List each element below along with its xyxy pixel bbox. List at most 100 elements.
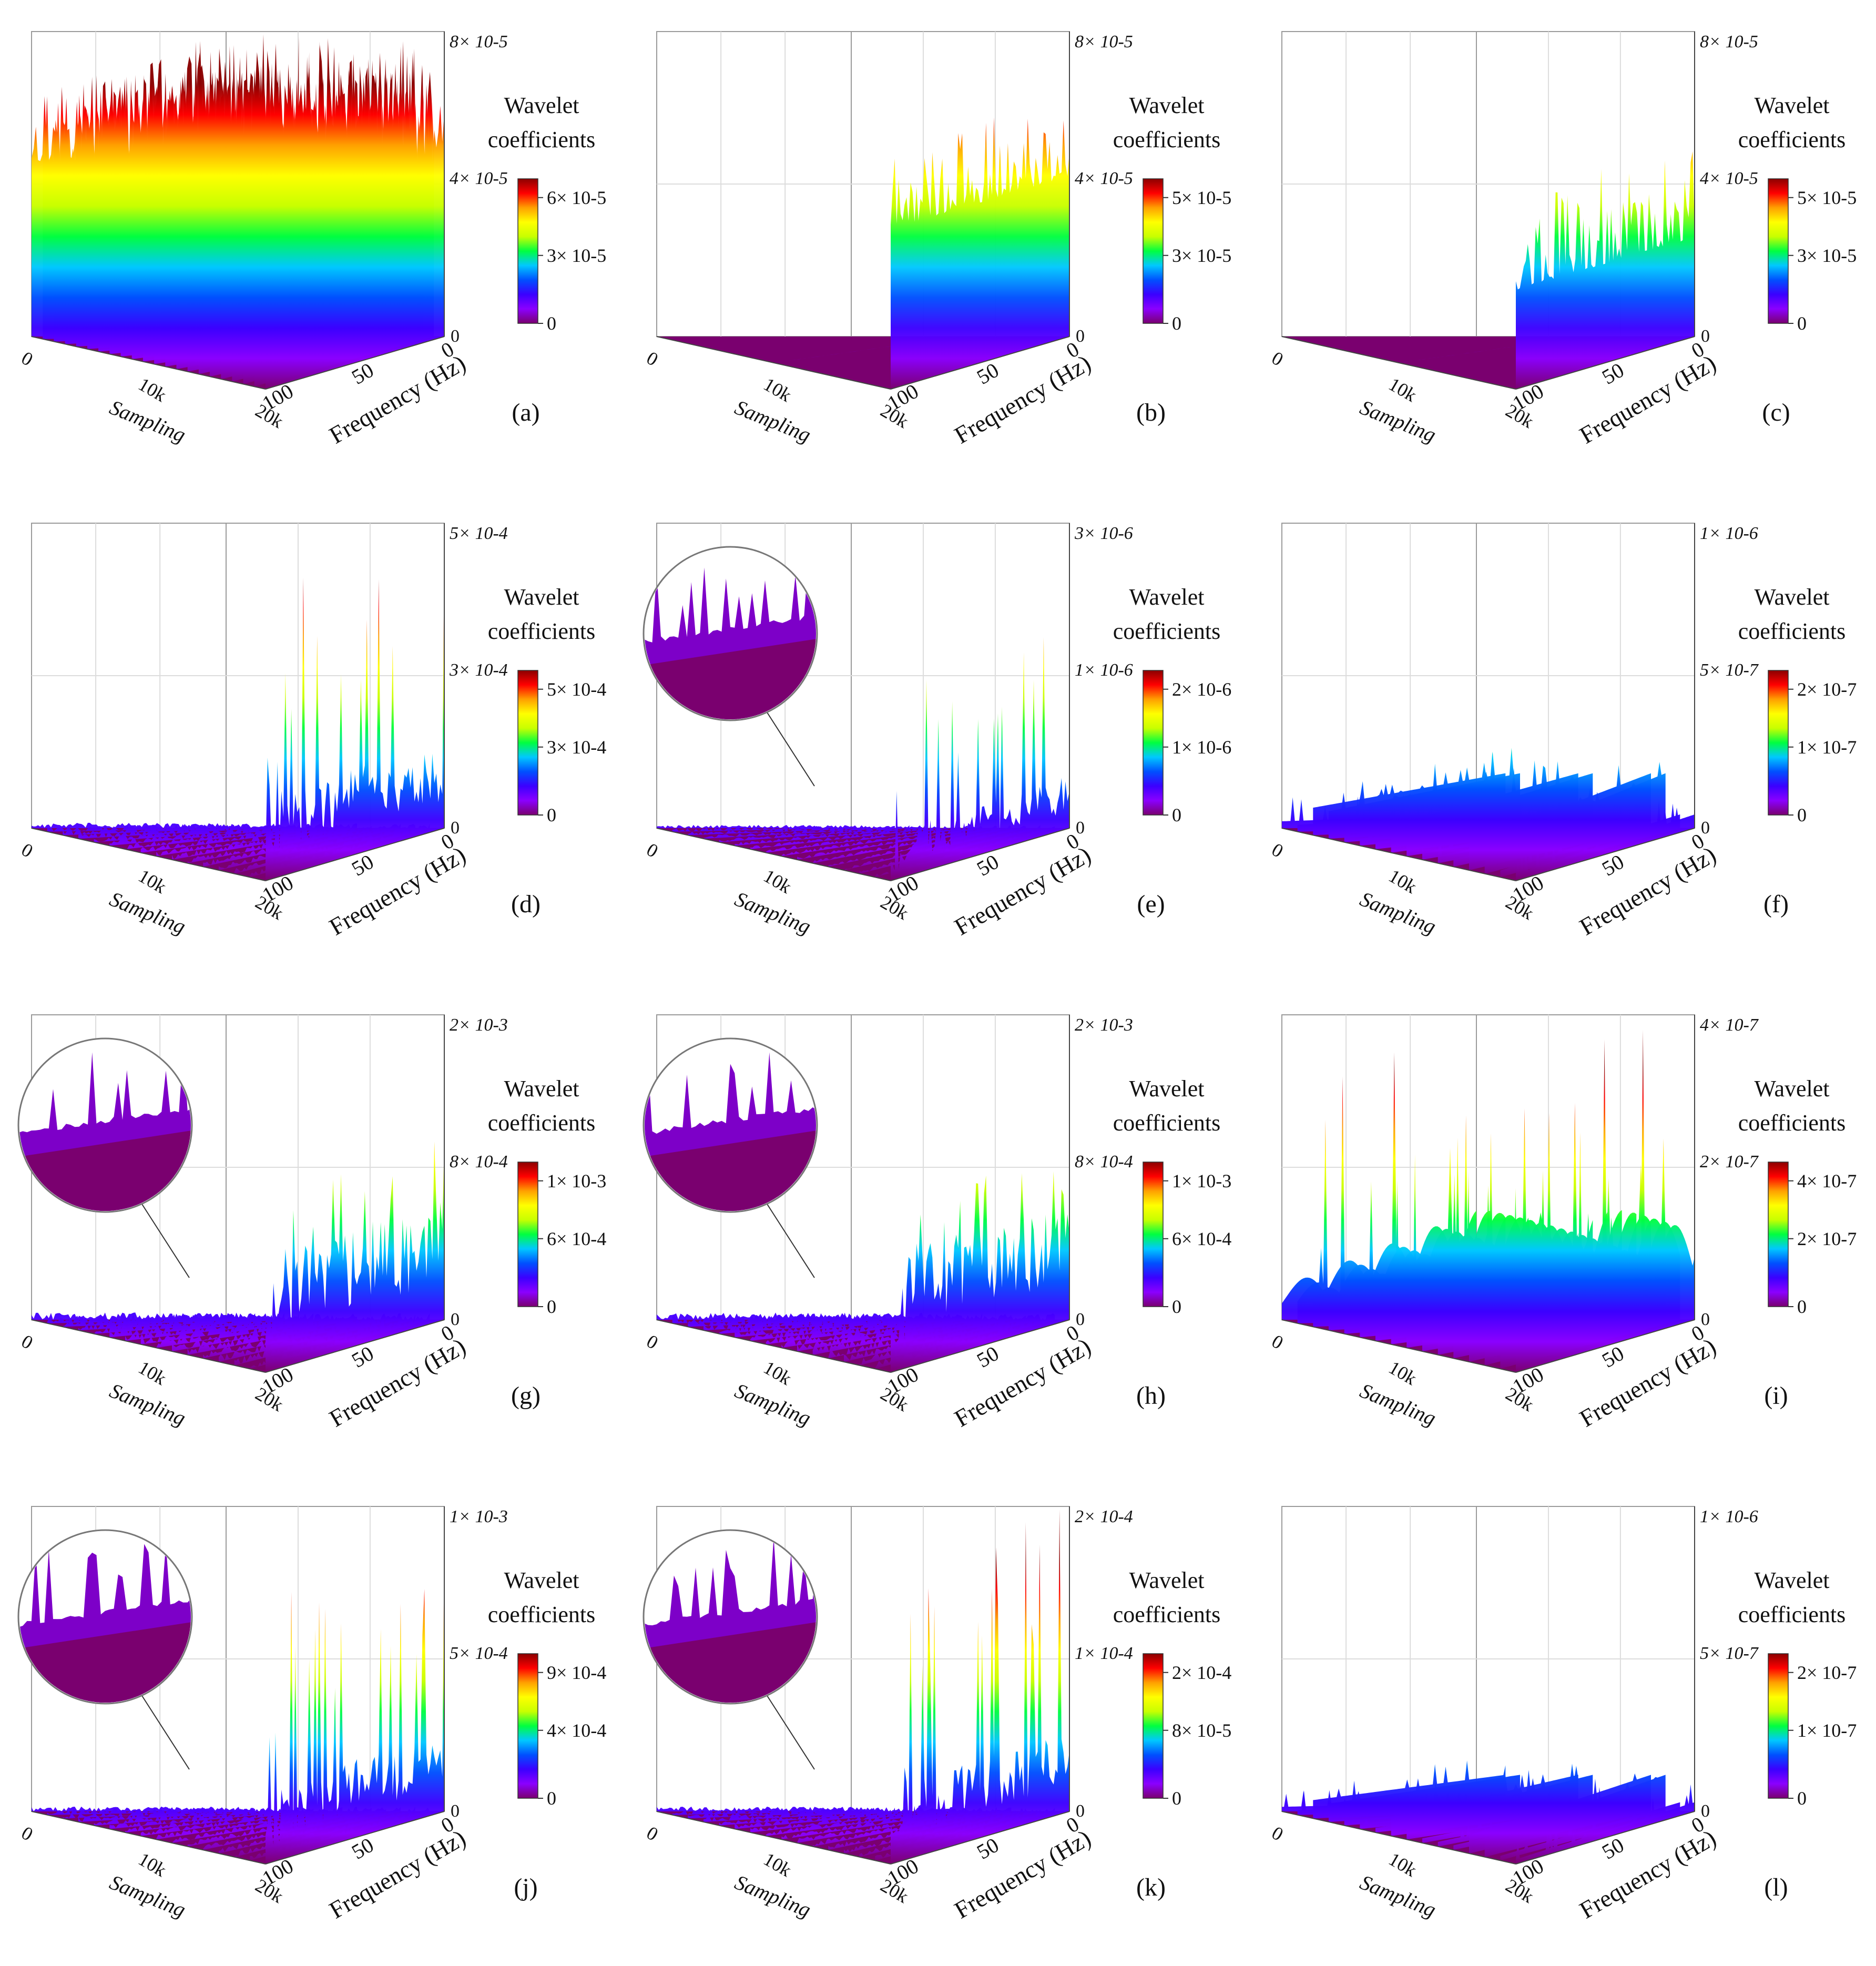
colorbar-title: coefficients: [1738, 1602, 1846, 1627]
surface-slice: [891, 117, 1069, 389]
surface-slice: [140, 1314, 328, 1344]
surface-slice: [719, 1807, 910, 1826]
colorbar-title: Wavelet: [504, 93, 579, 118]
colorbar-title: coefficients: [488, 1110, 595, 1136]
x-axis-label: Sampling: [106, 1379, 189, 1430]
surface-slice: [672, 1313, 866, 1323]
y-axis-line: [265, 1319, 445, 1373]
surface-slice: [891, 1509, 1069, 1864]
zoom-floor: [19, 1622, 191, 1703]
colorbar: [1768, 178, 1789, 324]
colorbar-title: Wavelet: [504, 1567, 579, 1593]
surface-slice: [750, 1314, 939, 1341]
z-tick-label: 8× 10-4: [1075, 1152, 1133, 1172]
surface-slice: [32, 1806, 226, 1811]
y-axis-line: [890, 1319, 1070, 1373]
x-tick-label: 10k: [135, 1357, 170, 1389]
colorbar-tick-label: 4× 10-7: [1797, 1170, 1857, 1191]
surface-slice: [828, 1807, 1012, 1850]
z-tick-label: 0: [1076, 818, 1085, 838]
colorbar-title: Wavelet: [1129, 584, 1204, 610]
z-tick-label: 1× 10-4: [1075, 1644, 1133, 1663]
panel-label: (i): [1764, 1382, 1788, 1410]
surface-slice: [94, 1808, 284, 1826]
z-tick-label: 2× 10-3: [1075, 1015, 1133, 1035]
x-tick-label: 0: [1268, 1330, 1287, 1353]
colorbar: [1143, 1653, 1164, 1799]
colorbar: [1768, 1162, 1789, 1307]
surface-slice: [94, 823, 284, 842]
colorbar-title: coefficients: [1738, 127, 1846, 152]
colorbar-tick-label: 0: [547, 1788, 556, 1809]
z-tick-label: 3× 10-4: [449, 660, 508, 680]
surface-slice: [688, 1807, 881, 1819]
zoom-leader-line: [141, 1204, 190, 1278]
zoom-floor: [645, 1130, 816, 1211]
z-tick-label: 0: [1701, 327, 1710, 346]
surface-slice: [750, 1808, 939, 1832]
colorbar-title: coefficients: [1113, 618, 1220, 644]
colorbar-tick-label: 0: [1797, 1296, 1807, 1317]
x-axis-line: [656, 336, 891, 390]
x-tick-label: 0: [643, 1330, 662, 1353]
colorbar-tick-label: 0: [1797, 313, 1807, 334]
colorbar: [1768, 670, 1789, 816]
surface-slice: [78, 823, 270, 839]
colorbar: [517, 670, 538, 816]
colorbar-title: Wavelet: [1754, 1567, 1829, 1593]
z-tick-label: 2× 10-3: [450, 1015, 508, 1035]
colorbar-title: coefficients: [1113, 127, 1220, 152]
surface-slice: [657, 824, 851, 828]
z-tick-label: 5× 10-4: [450, 1644, 508, 1663]
x-tick-label: 10k: [760, 1848, 796, 1881]
x-axis-label: Sampling: [1357, 887, 1439, 939]
z-tick-label: 1× 10-3: [450, 1507, 508, 1526]
surface-slice: [187, 1808, 372, 1847]
z-tick-label: 5× 10-7: [1700, 660, 1759, 680]
panel-label: (g): [511, 1382, 541, 1410]
surface-slice: [735, 1312, 924, 1338]
surface-slice: [891, 637, 1069, 881]
y-axis-line: [890, 828, 1070, 881]
x-tick-label: 10k: [1385, 1357, 1421, 1389]
z-tick-label: 8× 10-5: [450, 32, 508, 52]
surface-slice: [187, 1317, 372, 1355]
colorbar-tick-label: 2× 10-4: [1172, 1662, 1231, 1683]
z-tick-label: 4× 10-5: [450, 169, 508, 188]
colorbar-tick-label: 2× 10-7: [1797, 1228, 1857, 1249]
colorbar-tick-label: 0: [547, 1296, 556, 1317]
colorbar: [517, 1162, 538, 1307]
colorbar-tick-label: 3× 10-4: [547, 737, 606, 758]
surface-slice: [891, 1171, 1069, 1372]
x-tick-label: 10k: [1385, 1848, 1421, 1881]
z-tick-label: 3× 10-6: [1074, 524, 1133, 543]
x-axis-label: Sampling: [731, 887, 814, 939]
colorbar-title: Wavelet: [1754, 1076, 1829, 1102]
surface-slice: [109, 1313, 299, 1338]
surface-slice: [766, 1808, 953, 1836]
colorbar-tick-label: 6× 10-4: [1172, 1228, 1231, 1249]
z-tick-label: 4× 10-5: [1700, 169, 1758, 188]
colorbar-tick-label: 5× 10-5: [1797, 187, 1857, 208]
surface-slice: [78, 1807, 270, 1822]
panel-label: (j): [514, 1873, 537, 1901]
z-tick-label: 0: [1076, 1801, 1085, 1821]
surface-slice: [1282, 1052, 1476, 1320]
x-axis-label: Sampling: [1357, 1379, 1439, 1430]
surface-slice: [672, 1807, 866, 1815]
x-tick-label: 0: [18, 347, 37, 370]
z-tick-label: 0: [451, 818, 460, 838]
surface-slice: [1516, 151, 1695, 389]
z-tick-label: 2× 10-4: [1075, 1507, 1133, 1526]
panel-label: (d): [511, 890, 541, 918]
colorbar-tick-label: 0: [1172, 1296, 1181, 1317]
surface-slice: [156, 1807, 343, 1840]
colorbar: [1768, 1653, 1789, 1799]
colorbar-tick-label: 0: [1797, 804, 1807, 826]
x-axis-label: Sampling: [731, 1379, 814, 1430]
